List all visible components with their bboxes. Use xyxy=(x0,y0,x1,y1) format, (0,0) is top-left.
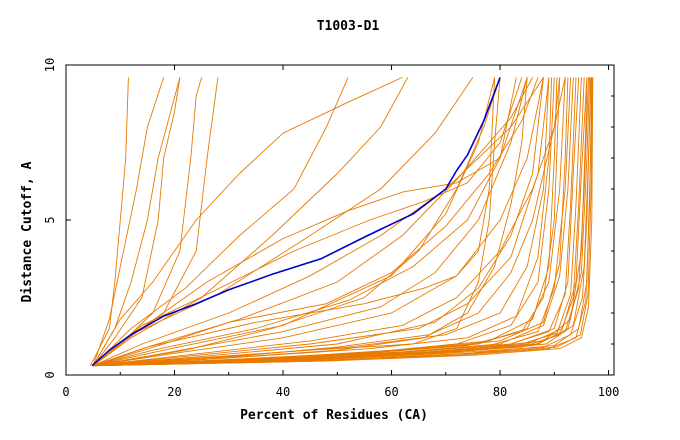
model-line-m20 xyxy=(93,77,501,367)
model-line-m08 xyxy=(92,77,409,367)
model-line-m07 xyxy=(92,77,349,367)
model-line-m26 xyxy=(92,76,403,366)
model-line-m27 xyxy=(93,77,501,367)
model-line-m06 xyxy=(92,77,219,367)
model-line-m18 xyxy=(93,77,544,367)
y-tick-label: 10 xyxy=(43,58,57,72)
model-line-m04 xyxy=(92,77,181,366)
model-line-m48 xyxy=(93,77,553,367)
x-tick-label: 0 xyxy=(62,385,69,399)
highlight-layer xyxy=(91,77,501,367)
model-line-m46 xyxy=(93,77,558,367)
x-tick-label: 40 xyxy=(276,385,290,399)
y-axis-title: Distance Cutoff, A xyxy=(20,161,35,302)
series-layer xyxy=(89,76,594,367)
model-line-m23 xyxy=(92,77,523,367)
model-line-m11 xyxy=(92,77,533,367)
x-tick-label: 80 xyxy=(493,385,507,399)
model-line-m50 xyxy=(93,77,588,367)
model-line-m03 xyxy=(92,77,181,366)
x-axis-title: Percent of Residues (CA) xyxy=(240,408,428,423)
model-line-m49 xyxy=(93,77,569,367)
y-tick-label: 5 xyxy=(43,216,57,223)
model-line-m25 xyxy=(92,77,496,367)
chart-title: T1003-D1 xyxy=(317,19,380,34)
model-line-m14 xyxy=(93,77,528,367)
model-line-m17 xyxy=(93,77,550,367)
x-tick-label: 60 xyxy=(384,385,398,399)
model-line-m39 xyxy=(93,77,591,367)
model-line-m37 xyxy=(93,77,588,367)
model-line-m34 xyxy=(93,77,580,367)
y-tick-label: 0 xyxy=(43,371,57,378)
model-line-m16 xyxy=(93,77,566,367)
model-line-m40 xyxy=(93,77,592,367)
model-line-m38 xyxy=(93,77,589,367)
model-line-m15 xyxy=(93,77,544,367)
model-line-m24 xyxy=(92,77,528,367)
model-line-m30 xyxy=(93,77,566,367)
model-line-m02 xyxy=(92,77,165,366)
model-line-m45 xyxy=(93,77,594,367)
x-tick-label: 20 xyxy=(167,385,181,399)
tick-layer: 0 20 40 60 80 100 0 5 10 xyxy=(43,58,619,399)
model-line-m01 xyxy=(89,77,129,366)
highlight-model-line xyxy=(91,77,501,367)
model-line-m44 xyxy=(93,77,593,367)
x-tick-label: 100 xyxy=(598,385,620,399)
model-line-m21 xyxy=(92,77,539,367)
model-line-m19 xyxy=(93,77,561,367)
model-line-m33 xyxy=(93,77,577,367)
model-line-m10 xyxy=(92,77,544,367)
model-line-m13 xyxy=(93,77,496,367)
model-line-m29 xyxy=(93,77,561,367)
model-line-m36 xyxy=(93,77,585,367)
model-line-m47 xyxy=(93,77,550,367)
